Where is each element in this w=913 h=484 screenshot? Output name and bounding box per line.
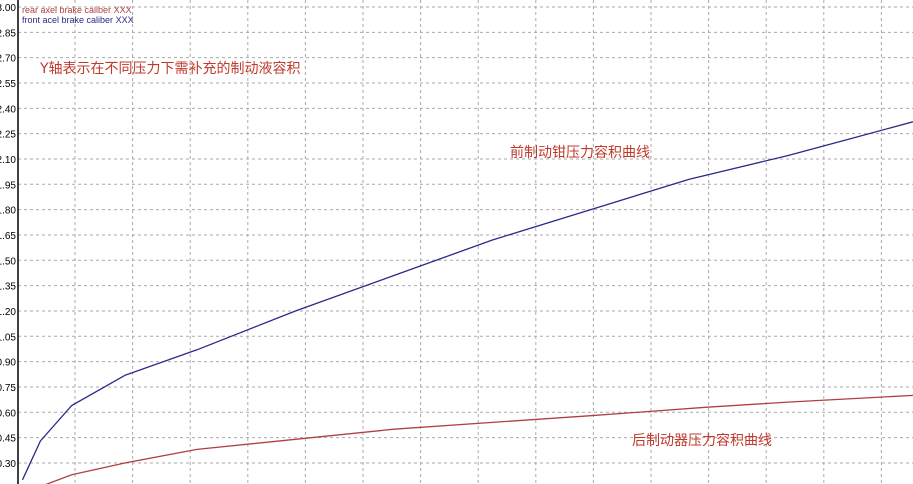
y-tick-label: 0.60 [0,408,16,419]
y-tick-label: 1.80 [0,206,16,217]
y-tick-label: 1.65 [0,231,16,242]
y-tick-label: 2.55 [0,79,16,90]
y-tick-label: 3.00 [0,3,16,14]
y-tick-label: 2.10 [0,155,16,166]
annotation-front: 前制动钳压力容积曲线 [510,145,650,161]
annotation-rear: 后制动器压力容积曲线 [632,433,772,449]
y-tick-label: 0.90 [0,358,16,369]
legend-item-front: front acel brake caliber XXX [22,15,134,25]
y-tick-label: 0.45 [0,434,16,445]
legend-item-rear: rear axel brake caliber XXX [22,5,132,15]
y-tick-label: 0.75 [0,383,16,394]
y-tick-label: 2.25 [0,130,16,141]
series-line-0 [45,394,913,484]
annotation-y-axis: Y轴表示在不同压力下需补充的制动液容积 [40,61,301,77]
series-line-1 [21,121,913,481]
y-tick-label: 0.30 [0,459,16,470]
y-tick-label: 2.70 [0,54,16,65]
y-tick-label: 1.35 [0,282,16,293]
y-tick-label: 2.40 [0,104,16,115]
legend: rear axel brake caliber XXX front acel b… [22,5,134,25]
y-tick-label: 1.95 [0,180,16,191]
y-tick-label: 1.50 [0,256,16,267]
y-tick-label: 2.85 [0,28,16,39]
y-tick-label: 1.05 [0,332,16,343]
y-tick-label: 1.20 [0,307,16,318]
